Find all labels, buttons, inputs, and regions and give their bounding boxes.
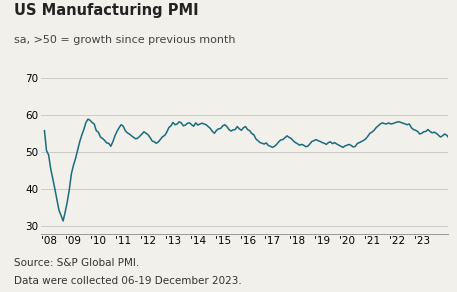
Text: Data were collected 06-19 December 2023.: Data were collected 06-19 December 2023. <box>14 276 241 286</box>
Text: sa, >50 = growth since previous month: sa, >50 = growth since previous month <box>14 35 235 45</box>
Text: Source: S&P Global PMI.: Source: S&P Global PMI. <box>14 258 139 268</box>
Text: US Manufacturing PMI: US Manufacturing PMI <box>14 3 198 18</box>
